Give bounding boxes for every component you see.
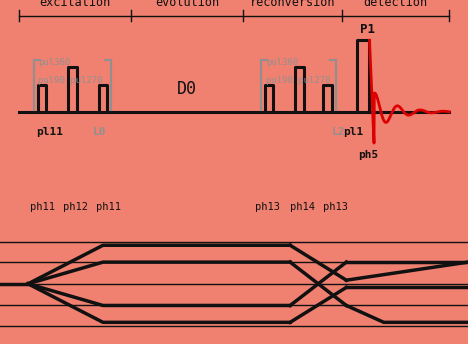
Text: ph5: ph5 [358,150,378,160]
Text: pul90 pul270: pul90 pul270 [38,76,103,85]
Text: ph13: ph13 [323,202,348,213]
Text: pul90 pul270: pul90 pul270 [266,76,330,85]
Text: pul360: pul360 [38,58,71,67]
Text: ph13: ph13 [255,202,280,213]
Text: L0: L0 [93,128,106,138]
Text: reconversion: reconversion [250,0,335,9]
Text: P1: P1 [360,23,375,36]
Text: excitation: excitation [39,0,110,9]
Text: pl1: pl1 [343,128,363,138]
Text: L2: L2 [331,128,345,138]
Text: detection: detection [363,0,428,9]
Text: ph11: ph11 [96,202,121,213]
Text: D0: D0 [177,80,197,98]
Text: ph11: ph11 [30,202,55,213]
Text: pl11: pl11 [36,128,63,138]
Text: pul360: pul360 [266,58,298,67]
Text: ph12: ph12 [63,202,88,213]
Text: evolution: evolution [155,0,219,9]
Text: ph14: ph14 [290,202,315,213]
